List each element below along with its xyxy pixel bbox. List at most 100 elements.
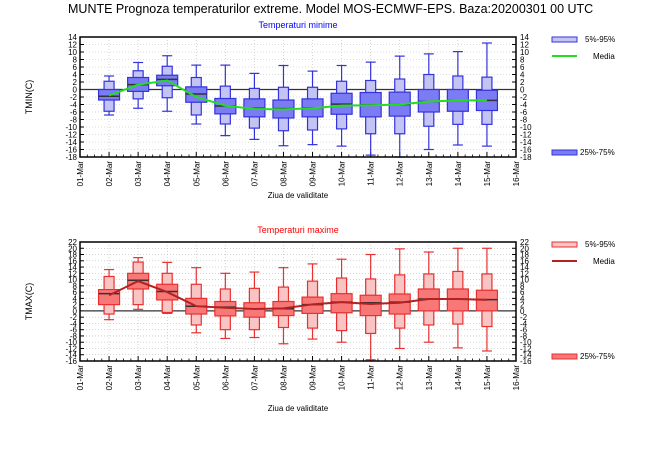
box-10-Mar — [330, 258, 353, 343]
legend-label-25-75: 25%-75% — [580, 352, 615, 361]
x-tick-label: 16-Mar — [512, 161, 521, 187]
chart-title: Temperaturi maxime — [257, 225, 339, 235]
box-06-Mar — [214, 272, 237, 340]
y-tick-label-right: 4 — [520, 294, 525, 303]
x-tick-label: 01-Mar — [76, 161, 85, 187]
x-tick-label: 14-Mar — [454, 161, 463, 187]
y-tick-label: -4 — [70, 101, 78, 110]
x-tick-label: 06-Mar — [221, 161, 230, 187]
y-tick-label: 18 — [68, 251, 77, 260]
y-tick-label-right: -2 — [520, 93, 528, 102]
x-tick-label: 06-Mar — [221, 365, 230, 391]
mean-line — [108, 79, 487, 111]
y-tick-label: -12 — [65, 344, 77, 353]
y-tick-label: 8 — [73, 282, 78, 291]
y-tick-label-right: 20 — [520, 244, 529, 253]
y-tick-label: -16 — [65, 146, 77, 155]
box-07-Mar — [243, 72, 266, 140]
x-tick-label: 03-Mar — [134, 365, 143, 391]
y-tick-label: 14 — [68, 33, 77, 42]
box-08-Mar — [272, 64, 295, 147]
y-tick-label: 14 — [68, 263, 77, 272]
y-tick-label: -18 — [65, 153, 77, 162]
x-tick-label: 11-Mar — [367, 365, 376, 390]
legend-label-mean: Media — [593, 257, 615, 266]
y-tick-label: 6 — [73, 63, 78, 72]
y-tick-label: -2 — [70, 313, 78, 322]
x-tick-label: 16-Mar — [512, 365, 521, 391]
y-tick-label: 10 — [68, 276, 77, 285]
x-tick-label: 13-Mar — [425, 365, 434, 391]
legend-swatch-5-95 — [551, 36, 578, 43]
y-tick-label-right: 14 — [520, 263, 529, 272]
x-tick-label: 11-Mar — [367, 161, 376, 186]
box-13-Mar — [417, 251, 440, 343]
y-tick-label: 0 — [73, 86, 78, 95]
y-tick-label: 0 — [73, 307, 78, 316]
box-25-75 — [359, 294, 382, 317]
legend-label-5-95: 5%-95% — [585, 35, 615, 44]
x-tick-label: 02-Mar — [105, 365, 114, 391]
x-tick-label: 05-Mar — [192, 161, 201, 187]
y-tick-label: -14 — [65, 138, 77, 147]
y-tick-label: 12 — [68, 41, 77, 50]
y-tick-label: 12 — [68, 269, 77, 278]
y-tick-label: 4 — [73, 71, 78, 80]
y-tick-label-right: -18 — [520, 153, 532, 162]
y-tick-label-right: 2 — [520, 301, 525, 310]
y-tick-label-right: -12 — [520, 131, 532, 140]
y-tick-label: -14 — [65, 351, 77, 360]
legend-swatch-5-95 — [551, 241, 578, 248]
x-tick-label: 14-Mar — [454, 365, 463, 391]
y-tick-label-right: 0 — [520, 307, 525, 316]
y-tick-label-right: 12 — [520, 41, 529, 50]
x-tick-label: 04-Mar — [163, 161, 172, 187]
box-14-Mar — [446, 51, 469, 146]
box-04-Mar — [156, 55, 179, 112]
y-tick-label-right: -4 — [520, 319, 528, 328]
legend-swatch-25-75 — [551, 353, 578, 360]
y-tick-label-right: -6 — [520, 326, 528, 335]
box-05-Mar — [185, 267, 208, 334]
main-title: MUNTE Prognoza temperaturilor extreme. M… — [68, 2, 594, 16]
y-tick-label-right: -14 — [520, 351, 532, 360]
box-11-Mar — [359, 61, 382, 156]
y-tick-label: -2 — [70, 93, 78, 102]
y-tick-label-right: -14 — [520, 138, 532, 147]
y-tick-label-right: -10 — [520, 123, 532, 132]
y-axis-label: TMAX(C) — [24, 283, 34, 321]
y-tick-label-right: 10 — [520, 48, 529, 57]
y-tick-label: -12 — [65, 131, 77, 140]
y-tick-label: 16 — [68, 257, 77, 266]
x-axis-label: Ziua de validitate — [268, 191, 329, 200]
box-08-Mar — [272, 267, 295, 345]
y-tick-label: 2 — [73, 301, 78, 310]
box-15-Mar — [475, 42, 499, 147]
legend-label-mean: Media — [593, 52, 615, 61]
box-12-Mar — [388, 248, 411, 350]
x-tick-label: 07-Mar — [250, 365, 259, 391]
plot-frame — [79, 241, 517, 362]
y-tick-label: -6 — [70, 326, 78, 335]
x-tick-label: 12-Mar — [396, 365, 405, 391]
mean-line — [108, 280, 487, 311]
x-tick-label: 09-Mar — [309, 161, 318, 187]
x-axis-label: Ziua de validitate — [268, 404, 329, 413]
box-05-Mar — [185, 64, 208, 125]
y-tick-label-right: 4 — [520, 71, 525, 80]
x-tick-label: 10-Mar — [338, 365, 347, 391]
x-tick-label: 15-Mar — [483, 161, 492, 187]
y-tick-label-right: -8 — [520, 116, 528, 125]
y-tick-label-right: 0 — [520, 86, 525, 95]
plot-frame — [79, 36, 517, 158]
y-tick-label: -10 — [65, 338, 77, 347]
y-tick-label-right: 18 — [520, 251, 529, 260]
y-tick-label: -6 — [70, 108, 78, 117]
box-11-Mar — [359, 253, 382, 361]
legend-label-25-75: 25%-75% — [580, 148, 615, 157]
y-tick-label-right: 16 — [520, 257, 529, 266]
y-tick-label-right: -12 — [520, 344, 532, 353]
y-tick-label-right: 22 — [520, 238, 529, 247]
chart-title: Temperaturi minime — [258, 20, 337, 30]
y-tick-label-right: -4 — [520, 101, 528, 110]
